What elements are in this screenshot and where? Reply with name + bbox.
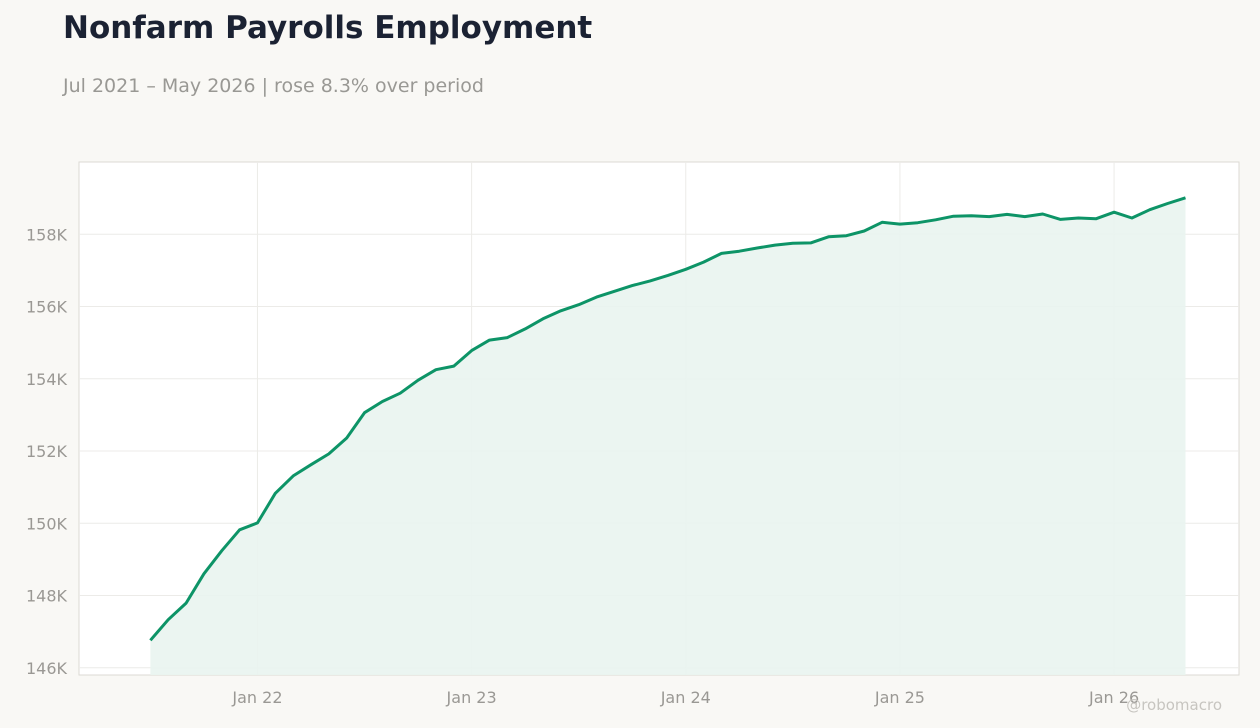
series-line (149, 196, 1186, 642)
y-tick-label: 146K (26, 659, 68, 678)
y-tick-label: 154K (26, 370, 68, 389)
y-axis-ticks: 146K 148K 150K 152K 154K 156K 158K (26, 225, 68, 678)
y-tick-label: 156K (26, 298, 68, 317)
x-tick-label: Jan 23 (446, 688, 497, 707)
watermark: @robomacro (1126, 696, 1222, 714)
x-tick-label: Jan 24 (660, 688, 711, 707)
x-tick-label: Jan 25 (874, 688, 925, 707)
y-tick-label: 158K (26, 225, 68, 244)
chart-subtitle: Jul 2021 – May 2026 | rose 8.3% over per… (63, 75, 484, 97)
y-tick-label: 150K (26, 514, 68, 533)
y-tick-label: 148K (26, 587, 68, 606)
x-axis-ticks: Jan 22 Jan 23 Jan 24 Jan 25 Jan 26 (231, 688, 1139, 707)
y-tick-label: 152K (26, 442, 68, 461)
chart-title: Nonfarm Payrolls Employment (63, 10, 593, 46)
x-tick-label: Jan 22 (231, 688, 282, 707)
x-tick-label: Jan 26 (1088, 688, 1139, 707)
area-fill (150, 197, 1186, 676)
